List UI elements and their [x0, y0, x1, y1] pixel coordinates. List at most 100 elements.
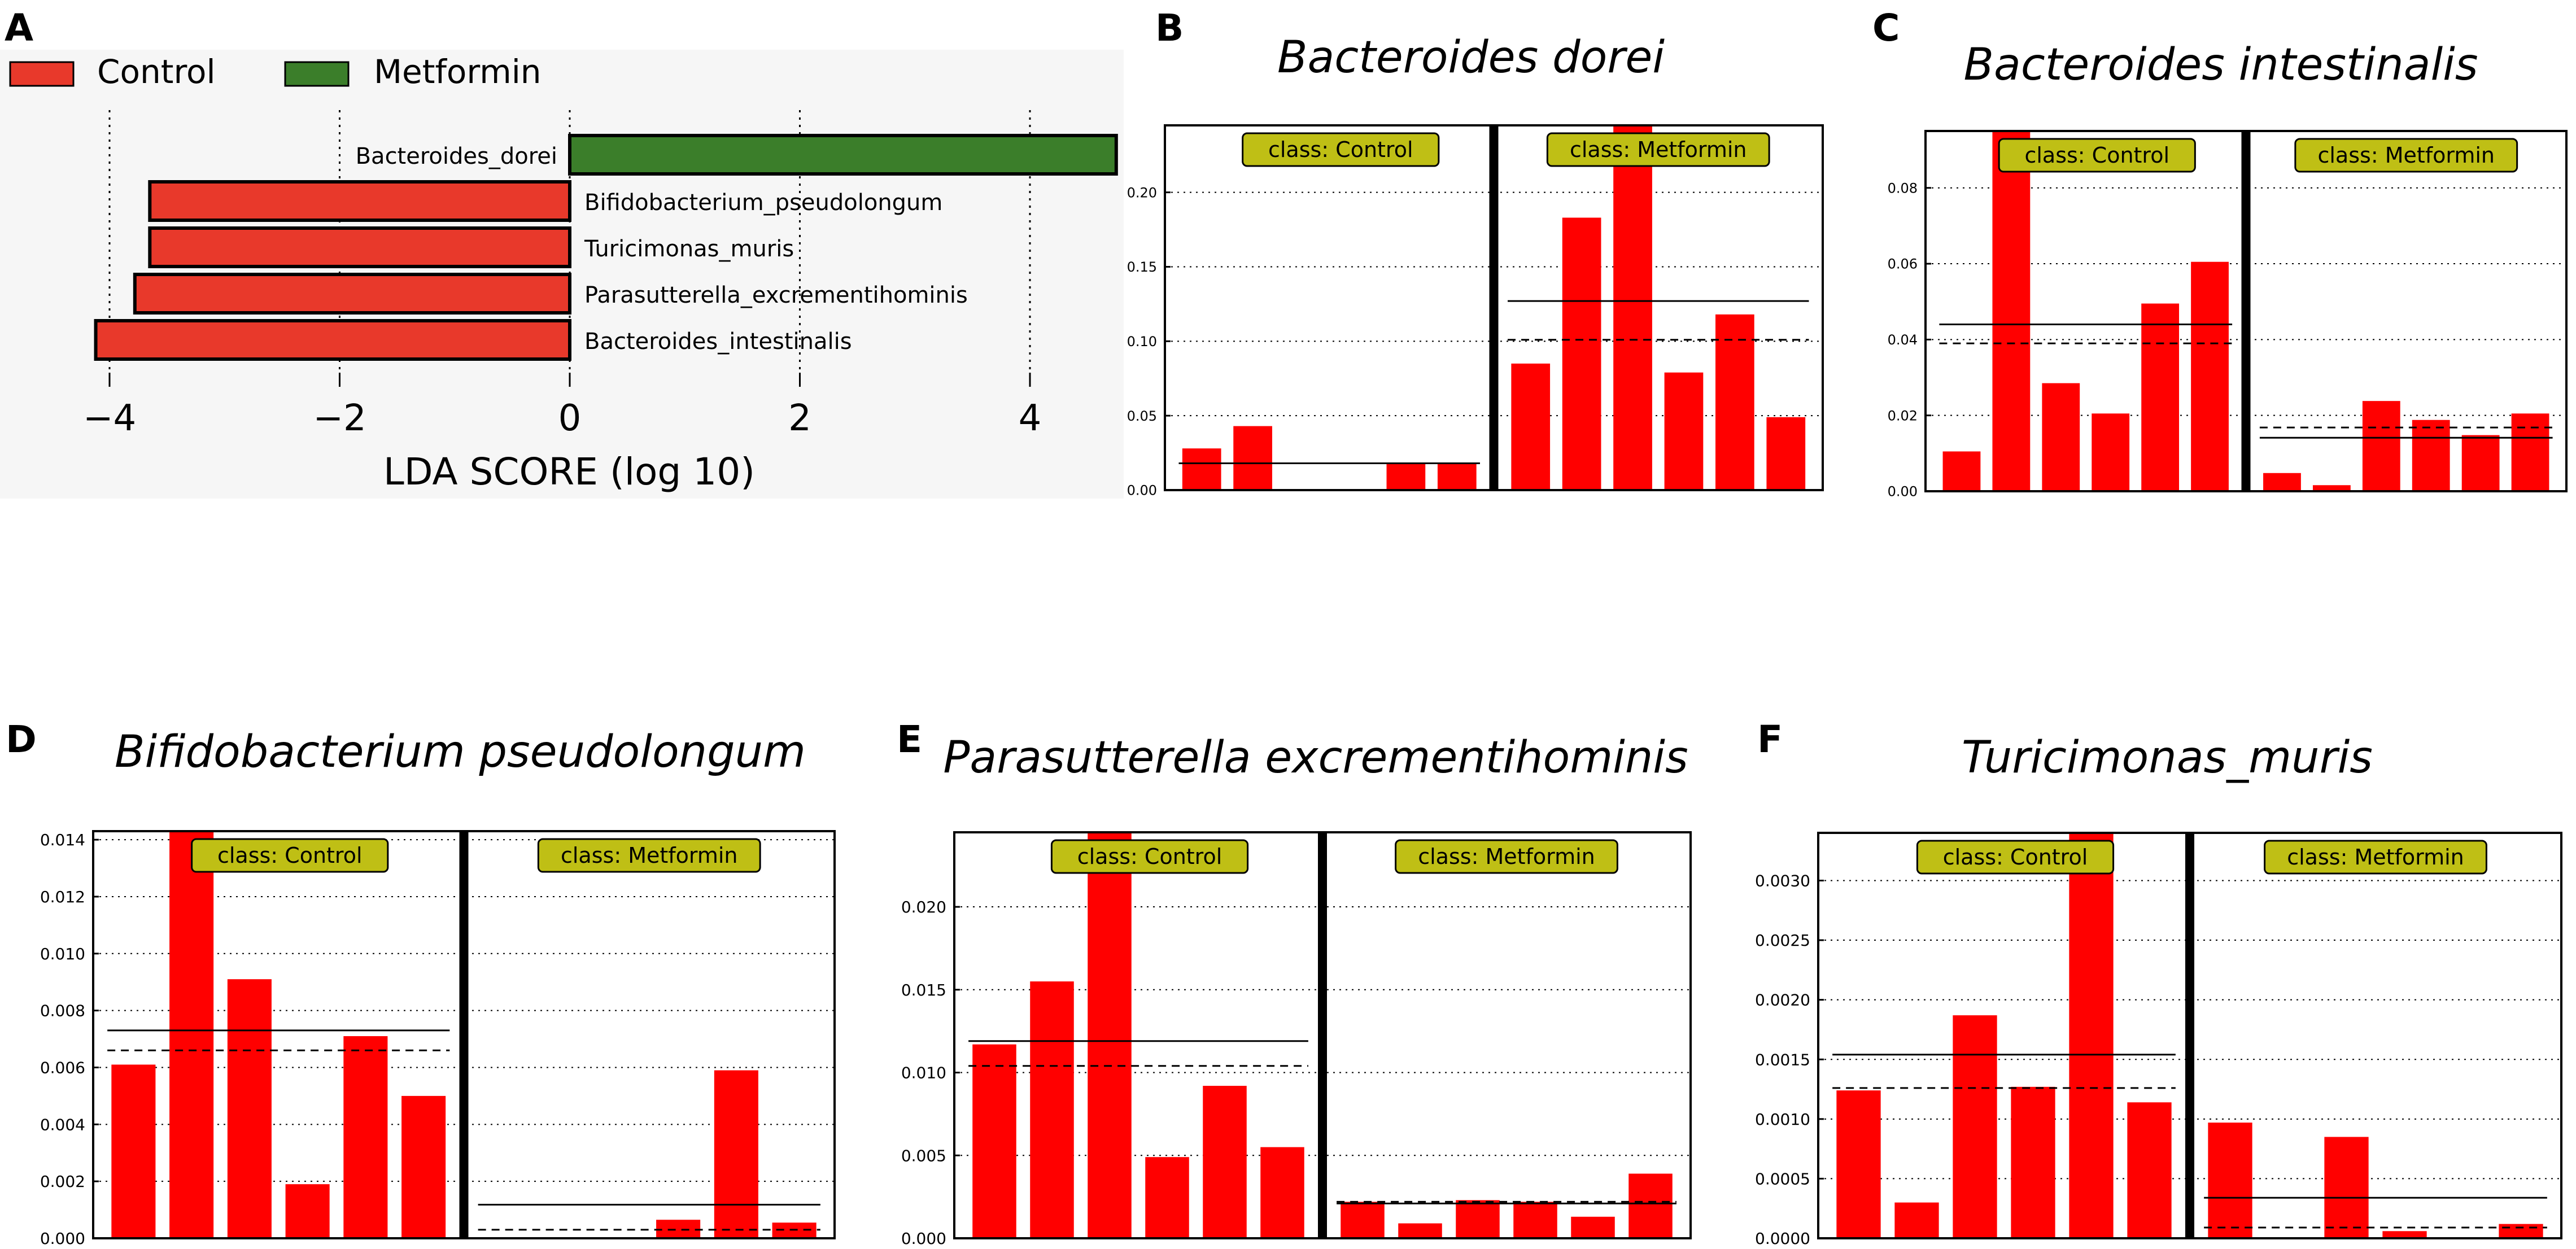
lda-bar-Bacteroides_dorei — [568, 134, 1118, 176]
lda-label-Bacteroides_intestinalis: Bacteroides_intestinalis — [584, 329, 852, 355]
bar-control-1 — [111, 1064, 156, 1238]
ytick-label: 0.000 — [901, 1229, 946, 1248]
bar-control-1 — [1182, 448, 1221, 490]
class-label-metformin: class: Metformin — [2287, 845, 2464, 870]
bar-metformin-6 — [2499, 1224, 2543, 1238]
abundance-panels: B Bacteroides dorei 0.00 0.05 0.10 0.15 0.20 cl… — [6, 6, 2568, 1248]
class-label-control: class: Control — [217, 843, 363, 868]
panel-letter: B — [1155, 6, 1184, 50]
lda-label-Bacteroides_dorei: Bacteroides_dorei — [356, 143, 557, 169]
class-label-metformin: class: Metformin — [1418, 844, 1595, 869]
lda-bar-Bacteroides_intestinalis — [94, 319, 572, 361]
panel-letter: D — [6, 718, 37, 761]
bar-control-5 — [1386, 463, 1426, 490]
panel-a-legend: Control Metformin — [9, 53, 542, 91]
panel-b-abundance-chart: B Bacteroides dorei 0.00 0.05 0.10 0.15 0.20 cl… — [1127, 6, 1824, 499]
class-label-metformin: class: Metformin — [561, 843, 738, 868]
panel-letter: E — [897, 718, 922, 761]
panel-e-abundance-chart: E Parasutterella excrementihominis 0.000 0.… — [897, 718, 1692, 1248]
panel-a-xtick-label: 0 — [558, 398, 582, 439]
class-label-metformin: class: Metformin — [2317, 143, 2495, 168]
bar-metformin-5 — [2461, 435, 2500, 491]
bar-control-1 — [1942, 451, 1981, 491]
ytick-label: 0.0005 — [1755, 1169, 1810, 1188]
bar-metformin-3 — [1456, 1200, 1500, 1238]
ytick-label: 0.0020 — [1755, 991, 1810, 1010]
panel-a-xtick-label: −2 — [313, 398, 366, 439]
bar-metformin-3 — [2362, 401, 2400, 491]
ytick-label: 0.020 — [901, 898, 946, 916]
panel-title: Bifidobacterium pseudolongum — [115, 727, 806, 778]
bar-control-4 — [1145, 1157, 1189, 1238]
bar-metformin-4 — [656, 1220, 701, 1238]
bar-control-2 — [1030, 981, 1074, 1238]
ytick-label: 0.014 — [40, 831, 85, 849]
bar-metformin-4 — [1513, 1202, 1557, 1238]
ytick-label: 0.012 — [40, 888, 85, 906]
bar-metformin-5 — [1715, 314, 1754, 490]
panel-d-abundance-chart: D Bifidobacterium pseudolongum 0.000 0.002 0… — [6, 718, 836, 1248]
bar-control-6 — [2127, 1102, 2172, 1238]
ytick-label: 0.010 — [40, 945, 85, 963]
bar-metformin-1 — [1341, 1202, 1385, 1238]
bar-control-3 — [1088, 832, 1132, 1238]
bar-metformin-4 — [1664, 372, 1704, 490]
ytick-label: 0.0000 — [1755, 1229, 1810, 1248]
ytick-label: 0.06 — [1888, 256, 1918, 272]
lda-label-Turicimonas_muris: Turicimonas_muris — [584, 236, 794, 262]
bar-control-5 — [1203, 1086, 1247, 1238]
ytick-label: 0.0025 — [1755, 931, 1810, 950]
legend-control-swatch — [9, 61, 75, 87]
class-label-control: class: Control — [1943, 845, 2088, 870]
panel-a-xtick-label: −4 — [83, 398, 136, 439]
ytick-label: 0.00 — [1888, 484, 1918, 500]
bar-control-5 — [343, 1036, 388, 1238]
legend-metformin-label: Metformin — [374, 53, 542, 91]
class-label-box-control — [1916, 840, 2115, 875]
panel-title: Bacteroides intestinalis — [1964, 40, 2478, 90]
bar-control-2 — [169, 831, 214, 1238]
bar-metformin-5 — [714, 1070, 758, 1238]
panel-letter: F — [1757, 718, 1783, 761]
class-label-metformin: class: Metformin — [1570, 137, 1747, 162]
ytick-label: 0.10 — [1127, 334, 1157, 350]
ytick-label: 0.20 — [1127, 185, 1157, 200]
bar-metformin-5 — [1571, 1216, 1615, 1238]
bar-metformin-4 — [2412, 420, 2450, 491]
ytick-label: 0.04 — [1888, 332, 1918, 348]
class-label-control: class: Control — [1268, 137, 1413, 162]
ytick-label: 0.002 — [40, 1172, 85, 1191]
ytick-label: 0.006 — [40, 1059, 85, 1077]
bar-metformin-1 — [2208, 1123, 2252, 1238]
panel-a-letter: A — [5, 6, 33, 50]
ytick-label: 0.0010 — [1755, 1110, 1810, 1129]
panel-title: Bacteroides dorei — [1277, 32, 1665, 83]
panel-title: Turicimonas_muris — [1962, 732, 2373, 783]
bar-control-3 — [2042, 383, 2080, 491]
panel-a-bars — [94, 134, 1118, 361]
bar-metformin-3 — [1613, 125, 1652, 490]
bar-metformin-6 — [2511, 413, 2549, 491]
bar-control-1 — [1836, 1090, 1881, 1238]
bar-control-3 — [1953, 1015, 1997, 1238]
bar-metformin-2 — [1398, 1223, 1442, 1238]
class-label-box-control — [1998, 138, 2196, 173]
bar-metformin-2 — [2312, 485, 2351, 491]
bar-control-6 — [1260, 1147, 1304, 1238]
bar-control-4 — [2011, 1086, 2055, 1238]
bar-control-6 — [2191, 261, 2229, 491]
class-label-control: class: Control — [2024, 143, 2169, 168]
panel-a-x-axis: −4 −2 0 2 4 — [83, 373, 1041, 439]
bar-metformin-1 — [1511, 363, 1551, 490]
panel-title: Parasutterella excrementihominis — [943, 732, 1688, 783]
class-label-control: class: Control — [1077, 844, 1222, 869]
class-label-box-control — [1242, 132, 1440, 167]
ytick-label: 0.008 — [40, 1002, 85, 1020]
ytick-label: 0.00 — [1127, 483, 1157, 499]
panel-c-abundance-chart: C Bacteroides intestinalis 0.00 0.02 0.04 0.0… — [1872, 6, 2568, 500]
ytick-label: 0.005 — [901, 1146, 946, 1165]
bar-metformin-6 — [1628, 1173, 1673, 1238]
bar-control-1 — [972, 1044, 1016, 1238]
class-label-box-control — [191, 838, 389, 873]
class-label-box-metformin — [2264, 840, 2487, 875]
